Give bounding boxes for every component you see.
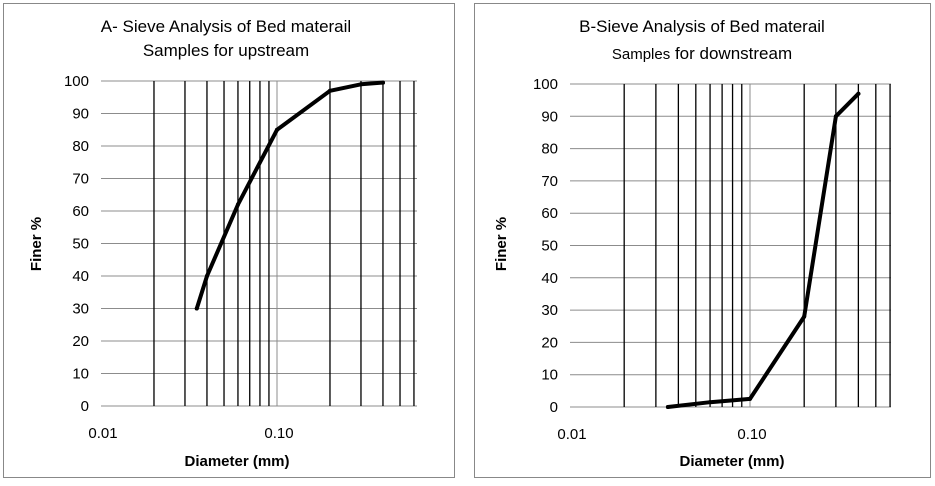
chart-b-xtick-label: 0.10	[737, 426, 766, 443]
chart-b-ytick-label: 60	[541, 205, 558, 222]
chart-a-ytick-label: 40	[72, 268, 89, 285]
chart-b-ylabel: Finer %	[493, 217, 510, 271]
chart-a-ytick-label: 30	[72, 301, 89, 318]
chart-b-subtitle: Samples for downstream	[612, 44, 792, 63]
chart-a-ytick-label: 20	[72, 333, 89, 350]
chart-b-ytick-label: 30	[541, 302, 558, 319]
chart-b-subtitle-rest: for downstream	[670, 44, 792, 63]
chart-a-data-point	[327, 88, 332, 93]
chart-a-ytick-label: 70	[72, 171, 89, 188]
chart-a-series-line	[194, 80, 385, 311]
chart-b-ytick-label: 70	[541, 173, 558, 190]
chart-a-data-point	[204, 274, 209, 278]
chart-a-ylabel: Finer %	[28, 217, 45, 271]
chart-b-subtitle-prefix: Samples	[612, 46, 670, 63]
chart-b-data-point	[665, 405, 670, 409]
chart-panel-a: A- Sieve Analysis of Bed materail Sample…	[3, 3, 455, 478]
chart-b-title: B-Sieve Analysis of Bed materail	[579, 17, 825, 36]
chart-a-xtick-label: 0.01	[88, 425, 117, 442]
chart-a-data-point	[194, 306, 199, 311]
chart-panel-b: B-Sieve Analysis of Bed materail Samples…	[474, 3, 931, 478]
chart-b-ytick-label: 20	[541, 334, 558, 351]
chart-b-ytick-label: 50	[541, 238, 558, 255]
chart-a-ytick-label: 50	[72, 236, 89, 253]
chart-b-series-line	[665, 91, 861, 409]
chart-b-plot-area: 0 10 20 30 40 50 60 70 80 90 100 0.01 0.10	[533, 76, 891, 443]
chart-a-ytick-label: 100	[64, 73, 89, 90]
chart-a-ytick-label: 90	[72, 106, 89, 123]
chart-a-xtick-label: 0.10	[264, 425, 293, 442]
chart-b-xtick-label: 0.01	[557, 426, 586, 443]
chart-b-data-point	[708, 400, 713, 405]
chart-b-data-point	[856, 91, 861, 96]
chart-b-ytick-label: 100	[533, 76, 558, 93]
chart-a-plot-area: 0 10 20 30 40 50 60 70 80 90 100 0.01 0.10	[64, 73, 417, 442]
chart-b-ytick-label: 0	[550, 399, 558, 416]
chart-b-svg: B-Sieve Analysis of Bed materail Samples…	[493, 17, 891, 470]
chart-a-data-point	[380, 80, 385, 85]
chart-a-ytick-label: 80	[72, 138, 89, 155]
chart-a-data-point	[275, 127, 279, 132]
chart-b-data-point	[748, 396, 752, 401]
chart-a-svg: A- Sieve Analysis of Bed materail Sample…	[28, 17, 417, 470]
chart-a-ytick-label: 60	[72, 203, 89, 220]
chart-a-ytick-label: 0	[81, 398, 89, 415]
chart-a-data-point	[358, 82, 363, 87]
chart-b-data-point	[833, 114, 838, 119]
chart-b-data-point	[802, 314, 807, 319]
chart-b-ytick-label: 10	[541, 367, 558, 384]
chart-a-subtitle: Samples for upstream	[143, 41, 309, 60]
chart-b-ytick-label: 40	[541, 270, 558, 287]
chart-a-data-point	[235, 202, 240, 207]
chart-a-title: A- Sieve Analysis of Bed materail	[101, 17, 351, 36]
chart-b-ytick-label: 80	[541, 141, 558, 158]
chart-b-xlabel: Diameter (mm)	[679, 453, 784, 470]
chart-a-xlabel: Diameter (mm)	[184, 453, 289, 470]
chart-b-ytick-label: 90	[541, 108, 558, 125]
chart-a-ytick-label: 10	[72, 366, 89, 383]
